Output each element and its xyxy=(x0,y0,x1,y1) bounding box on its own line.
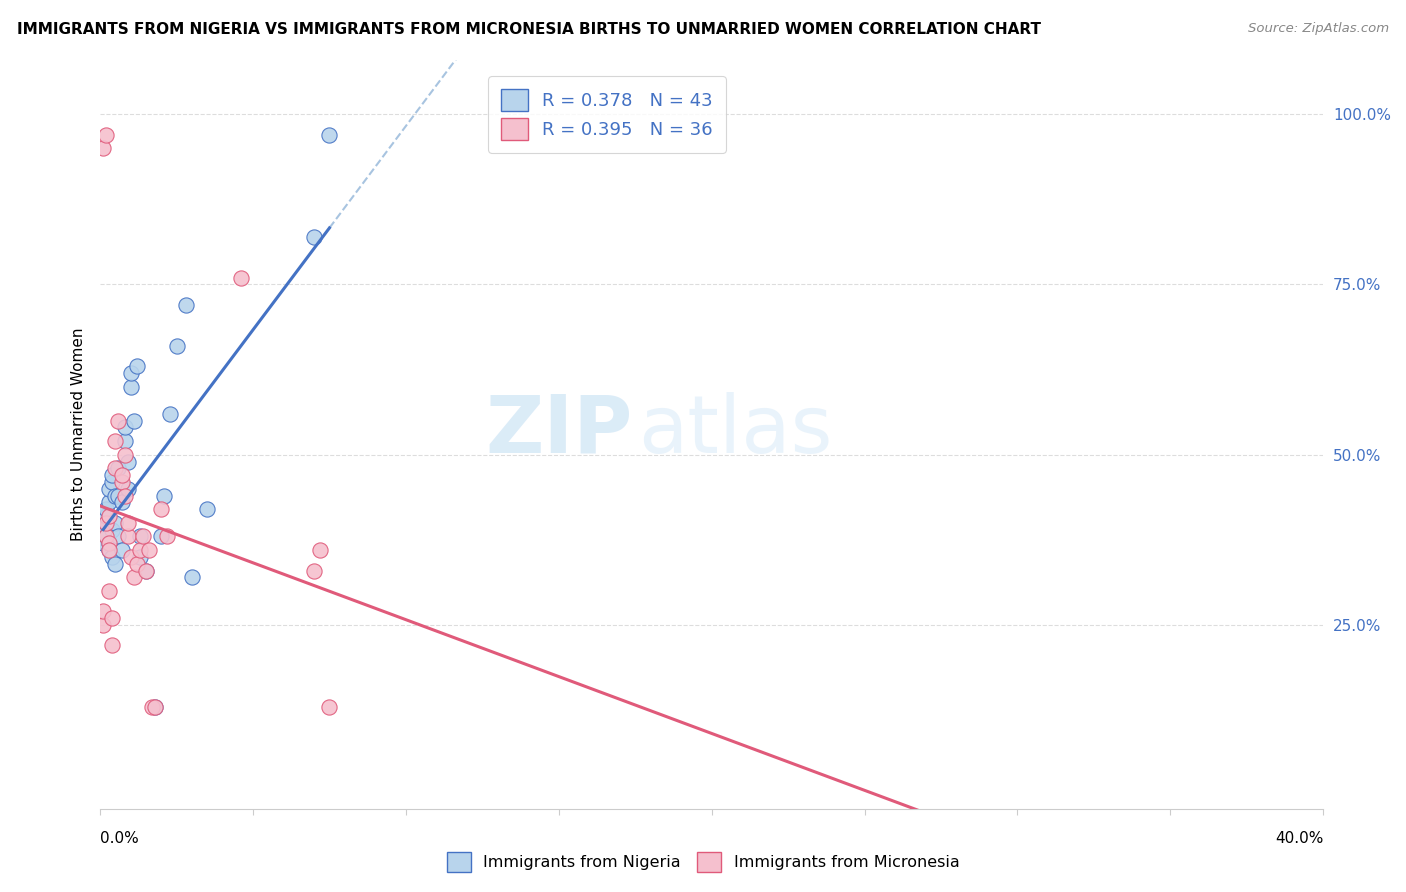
Point xyxy=(117,529,139,543)
Point xyxy=(101,639,124,653)
Point xyxy=(125,557,148,571)
Point xyxy=(91,604,114,618)
Point xyxy=(107,489,129,503)
Point xyxy=(107,461,129,475)
Point xyxy=(302,229,325,244)
Point xyxy=(96,128,118,142)
Point xyxy=(229,270,252,285)
Point xyxy=(107,529,129,543)
Point xyxy=(104,516,127,530)
Point xyxy=(91,618,114,632)
Point xyxy=(135,564,157,578)
Point xyxy=(101,523,124,537)
Point xyxy=(104,434,127,449)
Point xyxy=(125,359,148,374)
Point xyxy=(150,529,173,543)
Point xyxy=(120,549,142,564)
Point xyxy=(195,502,218,516)
Point xyxy=(117,454,139,468)
Text: Source: ZipAtlas.com: Source: ZipAtlas.com xyxy=(1249,22,1389,36)
Point xyxy=(128,549,150,564)
Point xyxy=(114,448,136,462)
Legend: R = 0.378   N = 43, R = 0.395   N = 36: R = 0.378 N = 43, R = 0.395 N = 36 xyxy=(488,76,725,153)
Point xyxy=(96,509,118,524)
Point xyxy=(98,536,121,550)
Text: 40.0%: 40.0% xyxy=(1275,831,1323,847)
Point xyxy=(318,699,340,714)
Point xyxy=(150,502,173,516)
Point xyxy=(98,584,121,599)
Point xyxy=(120,366,142,380)
Point xyxy=(122,570,145,584)
Point xyxy=(98,495,121,509)
Point xyxy=(318,128,340,142)
Point xyxy=(120,379,142,393)
Point xyxy=(114,489,136,503)
Point xyxy=(110,475,132,489)
Point xyxy=(110,543,132,558)
Point xyxy=(107,414,129,428)
Point xyxy=(180,570,202,584)
Point xyxy=(309,543,332,558)
Point xyxy=(128,529,150,543)
Text: atlas: atlas xyxy=(638,392,832,469)
Point xyxy=(302,564,325,578)
Point xyxy=(104,489,127,503)
Point xyxy=(101,611,124,625)
Point xyxy=(104,557,127,571)
Point xyxy=(96,502,118,516)
Point xyxy=(138,543,160,558)
Text: ZIP: ZIP xyxy=(485,392,633,469)
Point xyxy=(114,434,136,449)
Point xyxy=(98,482,121,496)
Point xyxy=(101,475,124,489)
Point xyxy=(117,482,139,496)
Point xyxy=(143,699,166,714)
Point xyxy=(159,407,181,421)
Point xyxy=(98,536,121,550)
Point xyxy=(110,495,132,509)
Text: 0.0%: 0.0% xyxy=(100,831,139,847)
Point xyxy=(128,543,150,558)
Point xyxy=(153,489,176,503)
Point xyxy=(91,141,114,155)
Point xyxy=(96,516,118,530)
Text: IMMIGRANTS FROM NIGERIA VS IMMIGRANTS FROM MICRONESIA BIRTHS TO UNMARRIED WOMEN : IMMIGRANTS FROM NIGERIA VS IMMIGRANTS FR… xyxy=(17,22,1040,37)
Point xyxy=(104,461,127,475)
Point xyxy=(91,536,114,550)
Point xyxy=(135,564,157,578)
Point xyxy=(101,468,124,483)
Point xyxy=(174,298,197,312)
Point xyxy=(132,529,155,543)
Point xyxy=(98,543,121,558)
Point xyxy=(141,699,163,714)
Point xyxy=(110,468,132,483)
Point xyxy=(143,699,166,714)
Point xyxy=(96,516,118,530)
Point xyxy=(114,420,136,434)
Y-axis label: Births to Unmarried Women: Births to Unmarried Women xyxy=(72,327,86,541)
Point xyxy=(101,549,124,564)
Point xyxy=(98,509,121,524)
Point xyxy=(91,523,114,537)
Point xyxy=(96,529,118,543)
Legend: Immigrants from Nigeria, Immigrants from Micronesia: Immigrants from Nigeria, Immigrants from… xyxy=(439,844,967,880)
Point xyxy=(122,414,145,428)
Point xyxy=(96,529,118,543)
Point xyxy=(98,543,121,558)
Point xyxy=(166,339,188,353)
Point xyxy=(117,516,139,530)
Point xyxy=(156,529,179,543)
